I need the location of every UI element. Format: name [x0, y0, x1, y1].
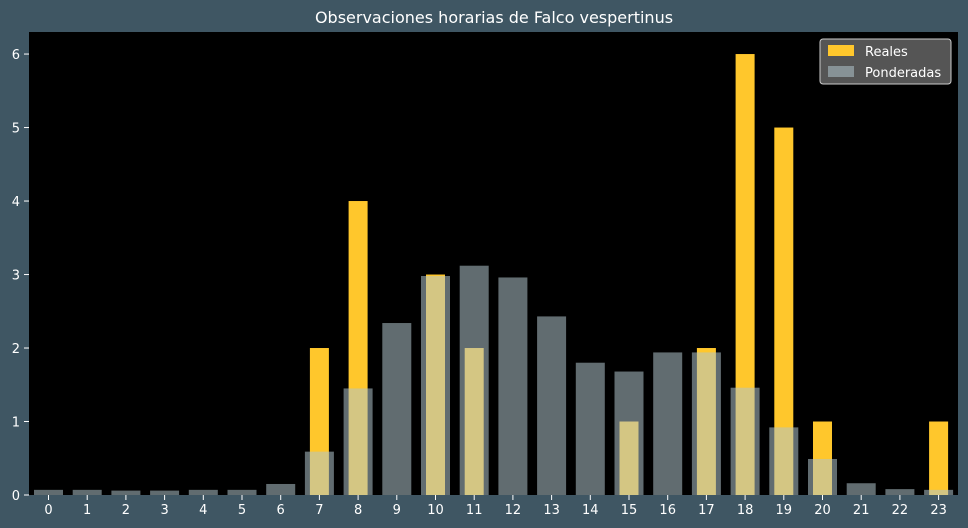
bar-ponderadas	[691, 352, 721, 495]
bar-ponderadas	[72, 489, 102, 495]
x-tick-label: 7	[315, 503, 323, 518]
legend-swatch-reales	[828, 45, 854, 56]
bar-ponderadas	[421, 275, 450, 495]
x-tick-label: 5	[238, 503, 246, 518]
bar-reales	[929, 421, 949, 495]
x-tick-label: 11	[466, 503, 483, 518]
x-tick-label: 13	[543, 503, 560, 518]
legend-label-ponderadas: Ponderadas	[865, 66, 941, 81]
x-tick-label: 21	[853, 503, 870, 518]
bar-ponderadas	[575, 362, 605, 495]
y-tick-label: 3	[12, 269, 20, 284]
bar-reales	[774, 127, 794, 496]
x-tick-label: 18	[737, 503, 754, 518]
legend-label-reales: Reales	[865, 45, 908, 60]
x-tick-label: 16	[659, 503, 676, 518]
bar-ponderadas	[34, 489, 63, 495]
x-tick-label: 22	[892, 503, 909, 518]
plot-area	[29, 32, 958, 495]
bar-ponderadas	[846, 483, 876, 495]
x-tick-label: 14	[582, 503, 599, 518]
x-tick-label: 8	[354, 503, 362, 518]
y-tick-label: 2	[12, 342, 20, 357]
y-tick-label: 1	[12, 416, 20, 431]
bar-ponderadas	[150, 490, 180, 495]
bar-ponderadas	[304, 451, 334, 495]
chart-title: Observaciones horarias de Falco vesperti…	[315, 8, 673, 27]
bar-ponderadas	[808, 458, 837, 495]
legend-swatch-ponderadas	[828, 66, 854, 77]
y-tick-label: 6	[12, 48, 20, 63]
x-tick-label: 0	[44, 503, 52, 518]
bar-ponderadas	[537, 316, 567, 495]
x-tick-label: 23	[930, 503, 947, 518]
bar-ponderadas	[653, 352, 683, 495]
bar-ponderadas	[769, 427, 799, 495]
x-tick-label: 3	[160, 503, 168, 518]
bar-ponderadas	[730, 387, 760, 495]
bar-ponderadas	[111, 490, 141, 495]
bar-ponderadas	[885, 489, 915, 495]
bar-ponderadas	[924, 489, 954, 495]
bar-ponderadas	[459, 265, 489, 495]
x-tick-label: 2	[122, 503, 130, 518]
x-tick-label: 15	[621, 503, 638, 518]
bar-ponderadas	[227, 489, 257, 495]
y-tick-label: 5	[12, 122, 20, 137]
bar-ponderadas	[614, 371, 644, 495]
x-tick-label: 1	[83, 503, 91, 518]
x-tick-label: 6	[277, 503, 285, 518]
x-tick-label: 20	[814, 503, 831, 518]
x-tick-label: 17	[698, 503, 715, 518]
bar-ponderadas	[498, 277, 528, 495]
x-axis: 0 1 2 3 4 5 6 7 8 9 10 11 12 13 14 15 16 17 18 19 20 21 22 23	[44, 495, 947, 518]
series-ponderadas	[34, 265, 954, 495]
bar-ponderadas	[343, 388, 373, 495]
bar-reales	[735, 54, 755, 496]
legend: Reales Ponderadas	[819, 38, 952, 85]
x-tick-label: 9	[393, 503, 401, 518]
y-tick-label: 4	[12, 195, 20, 210]
bar-ponderadas	[382, 323, 412, 495]
x-tick-label: 4	[199, 503, 207, 518]
x-tick-label: 19	[776, 503, 793, 518]
x-tick-label: 10	[427, 503, 444, 518]
bar-ponderadas	[266, 483, 296, 495]
bar-ponderadas	[188, 489, 218, 495]
x-tick-label: 12	[505, 503, 522, 518]
y-tick-label: 0	[12, 489, 20, 504]
y-axis: 0 1 2 3 4 5 6	[12, 48, 29, 504]
